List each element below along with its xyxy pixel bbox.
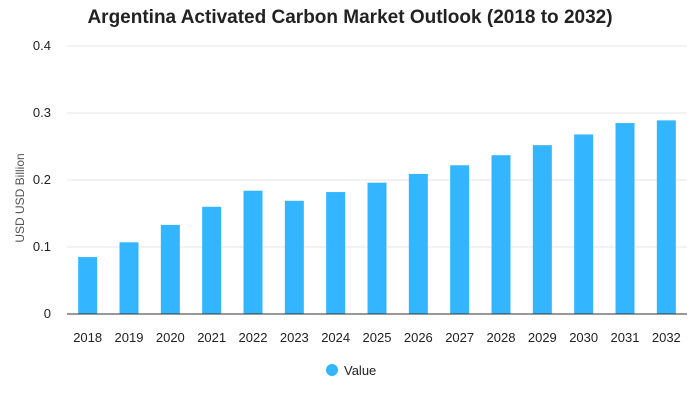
bar-2025[interactable] [367,182,387,314]
x-tick-label: 2020 [156,330,185,345]
x-tick-label: 2023 [280,330,309,345]
bar-2027[interactable] [450,165,470,314]
y-axis-label: USD USD Billion [13,153,27,242]
chart-title: Argentina Activated Carbon Market Outloo… [87,7,613,28]
y-tick-label: 0.4 [33,38,51,53]
bar-2021[interactable] [202,206,222,314]
x-tick-label: 2028 [487,330,516,345]
bar-2028[interactable] [491,155,511,314]
x-tick-label: 2025 [363,330,392,345]
bar-2024[interactable] [326,192,346,314]
bar-2020[interactable] [160,224,180,314]
y-tick-label: 0.3 [33,105,51,120]
legend-item-value[interactable]: Value [326,363,376,378]
x-tick-label: 2018 [73,330,102,345]
legend-label: Value [344,363,376,378]
x-tick-label: 2026 [404,330,433,345]
x-tick-label: 2021 [197,330,226,345]
bars [78,120,676,315]
x-tick-label: 2029 [528,330,557,345]
x-tick-label: 2019 [115,330,144,345]
bar-2019[interactable] [119,242,139,314]
x-tick-label: 2024 [321,330,350,345]
bar-2022[interactable] [243,190,263,314]
y-tick-label: 0.2 [33,172,51,187]
bar-2026[interactable] [408,173,428,314]
x-tick-label: 2030 [569,330,598,345]
bar-2029[interactable] [532,145,552,314]
bar-2023[interactable] [284,200,304,314]
x-tick-label: 2031 [611,330,640,345]
x-tick-label: 2027 [445,330,474,345]
legend[interactable]: Value [326,363,376,378]
bar-2032[interactable] [656,120,676,315]
y-tick-label: 0 [44,306,51,321]
legend-marker [326,364,338,376]
x-tick-label: 2032 [652,330,681,345]
x-tick-label: 2022 [239,330,268,345]
bar-2018[interactable] [78,257,98,314]
y-tick-label: 0.1 [33,239,51,254]
axis-labels: 0 0.1 0.2 0.3 0.4 2018 2019 2020 2021 2022 2023 202… [13,38,681,345]
bar-2030[interactable] [574,134,594,314]
bar-2031[interactable] [615,123,635,314]
